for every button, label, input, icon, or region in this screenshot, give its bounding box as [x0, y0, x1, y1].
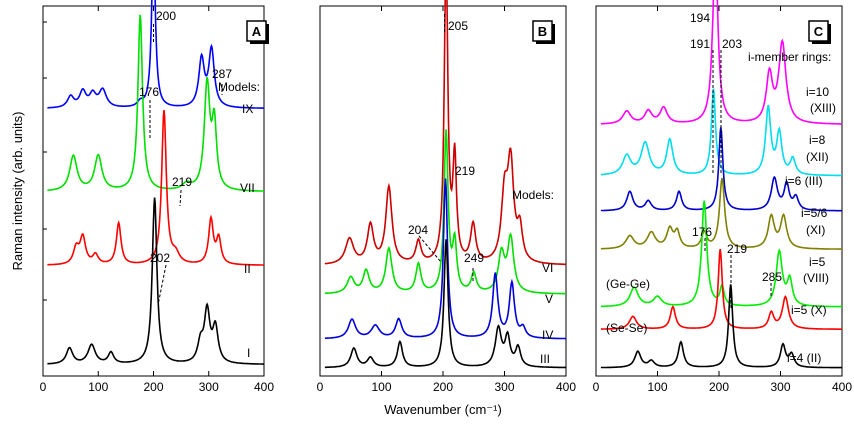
series-line-vii — [47, 14, 264, 192]
series-line-i-5 — [600, 200, 842, 308]
annotation-204: 204 — [408, 223, 428, 237]
peak-marker-204 — [418, 235, 442, 263]
series-sublabel-XIII: (XIII) — [810, 101, 836, 115]
panel-b-label-box: B — [532, 20, 555, 44]
series-label-V: V — [545, 292, 553, 306]
x-tick-label: 300 — [770, 380, 790, 394]
series-line-i-5-6 — [600, 177, 842, 250]
panel-a-ticks: 0 100 200 300 400 — [40, 6, 274, 394]
panel-c-curves — [600, 0, 842, 369]
panel-c-rings-header: i-member rings: — [748, 50, 831, 64]
x-tick-label: 200 — [143, 380, 163, 394]
series-label-I: I — [247, 346, 250, 360]
series-sublabel-VIII: (VIII) — [803, 271, 829, 285]
series-line-iv — [324, 178, 566, 340]
series-line-i-10 — [600, 0, 842, 125]
panel-b-curves — [324, 0, 567, 369]
annotation-ge-ge: (Ge-Ge) — [606, 277, 650, 291]
series-sublabel-XII: (XII) — [806, 150, 829, 164]
series-label-i5: i=5 — [809, 255, 826, 269]
x-tick-label: 0 — [317, 380, 324, 394]
panel-a: 0 100 200 300 400 200 176 287 219 202 Models… — [40, 0, 274, 394]
panel-b-annotations: 205 219 204 249 — [408, 14, 484, 282]
x-tick-label: 0 — [593, 380, 600, 394]
x-tick-label: 200 — [433, 380, 453, 394]
series-label-II: II — [244, 262, 251, 276]
annotation-249: 249 — [464, 251, 484, 265]
panel-a-label-box: A — [246, 20, 269, 44]
x-axis-label: Wavenumber (cm⁻¹) — [384, 402, 502, 417]
y-axis-label: Raman intensity (arb. units) — [10, 112, 25, 271]
x-tick-label: 400 — [556, 380, 576, 394]
series-line-ix — [47, 0, 264, 109]
x-tick-label: 100 — [371, 380, 391, 394]
panel-a-models-header: Models: — [218, 80, 260, 94]
annotation-202: 202 — [150, 251, 170, 265]
panel-c: 0 100 200 300 400 194 191 203 176 219 285 (G… — [593, 0, 852, 394]
x-tick-label: 300 — [199, 380, 219, 394]
panel-a-curves — [47, 0, 264, 365]
annotation-219: 219 — [172, 175, 192, 189]
panel-c-ticks: 0 100 200 300 400 — [593, 6, 852, 394]
panel-b-ticks: 0 100 200 300 400 — [317, 6, 576, 394]
series-label-VI: VI — [542, 261, 553, 275]
series-label-VII: VII — [240, 181, 255, 195]
series-label-i4: i=4 (II) — [787, 351, 821, 365]
annotation-176: 176 — [692, 225, 712, 239]
annotation-191: 191 — [690, 37, 710, 51]
x-tick-label: 100 — [88, 380, 108, 394]
x-tick-label: 400 — [254, 380, 274, 394]
x-tick-label: 300 — [494, 380, 514, 394]
series-line-i-6-iii- — [600, 127, 842, 212]
panel-b-label: B — [538, 24, 547, 39]
series-line-iii — [324, 239, 567, 369]
panel-a-label: A — [252, 24, 262, 39]
series-line-vi — [324, 0, 567, 266]
series-label-i56: i=5/6 — [801, 206, 828, 220]
panel-c-label-box: C — [808, 20, 831, 44]
annotation-205: 205 — [448, 19, 468, 33]
x-tick-label: 200 — [709, 380, 729, 394]
panel-b: 0 100 200 300 400 205 219 204 249 Models: VI… — [317, 0, 576, 394]
series-sublabel-XI: (XI) — [806, 223, 825, 237]
series-label-IX: IX — [242, 102, 253, 116]
x-tick-label: 400 — [832, 380, 852, 394]
series-label-i6: i=6 (III) — [785, 174, 823, 188]
annotation-285: 285 — [762, 270, 782, 284]
annotation-se-se: (Se-Se) — [606, 321, 647, 335]
panel-c-label: C — [814, 24, 824, 39]
panel-c-annotations: 194 191 203 176 219 285 (Ge-Ge) (Se-Se) — [606, 11, 782, 335]
panel-a-frame — [42, 5, 265, 377]
annotation-219: 219 — [727, 242, 747, 256]
x-tick-label: 100 — [647, 380, 667, 394]
series-label-i5x: i=5 (X) — [791, 303, 827, 317]
series-label-i8: i=8 — [809, 133, 826, 147]
series-label-i10: i=10 — [806, 85, 829, 99]
peak-marker-219 — [179, 189, 182, 207]
series-line-i-4-ii- — [600, 284, 842, 369]
series-label-IV: IV — [542, 328, 553, 342]
x-tick-label: 0 — [40, 380, 47, 394]
series-line-i — [47, 197, 264, 365]
annotation-219: 219 — [455, 164, 475, 178]
panel-a-annotations: 200 176 287 219 202 — [139, 9, 232, 306]
annotation-176: 176 — [139, 85, 159, 99]
peak-marker-202 — [157, 264, 167, 306]
annotation-203: 203 — [722, 37, 742, 51]
panel-b-models-header: Models: — [512, 188, 554, 202]
annotation-200: 200 — [156, 9, 176, 23]
series-line-i-5-x- — [600, 248, 842, 330]
annotation-194: 194 — [690, 11, 710, 25]
series-label-III: III — [540, 352, 550, 366]
annotation-287: 287 — [212, 67, 232, 81]
series-line-v — [324, 129, 566, 295]
